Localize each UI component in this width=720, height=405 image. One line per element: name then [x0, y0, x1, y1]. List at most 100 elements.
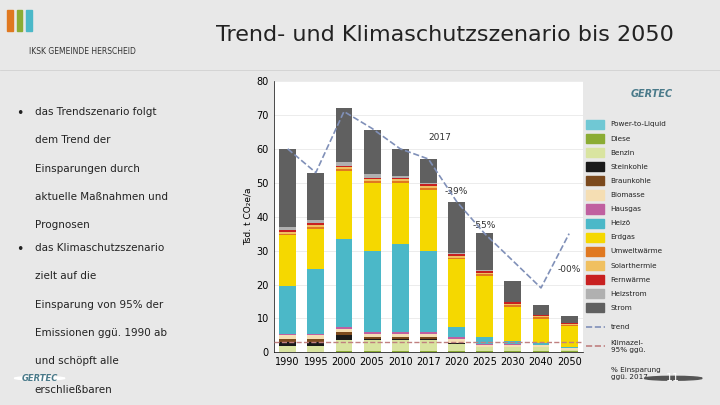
Bar	[420, 159, 437, 183]
Bar	[586, 120, 603, 129]
Text: % Einsparung
ggü. 2017: % Einsparung ggü. 2017	[611, 367, 660, 380]
Bar	[561, 316, 577, 323]
Bar	[307, 228, 324, 269]
Bar	[505, 345, 521, 347]
Bar	[364, 181, 381, 183]
Bar	[476, 232, 493, 270]
Bar	[476, 276, 493, 337]
Circle shape	[14, 377, 65, 380]
Bar	[279, 335, 296, 339]
Bar	[364, 334, 381, 337]
Bar	[7, 10, 13, 31]
Bar	[307, 339, 324, 342]
Bar	[448, 258, 465, 260]
Bar	[336, 332, 352, 335]
Bar	[476, 347, 493, 351]
Bar	[533, 318, 549, 319]
Bar	[392, 337, 409, 339]
Bar	[476, 345, 493, 347]
Bar	[561, 326, 577, 347]
Text: Power-to-Liquid: Power-to-Liquid	[611, 122, 667, 128]
Bar	[505, 341, 521, 344]
Bar	[279, 227, 296, 230]
Bar	[307, 334, 324, 335]
Text: Erdgas: Erdgas	[611, 234, 636, 240]
Bar	[336, 351, 352, 352]
Text: Strom: Strom	[611, 305, 632, 311]
Bar	[448, 351, 465, 352]
Bar	[336, 327, 352, 328]
Bar	[420, 251, 437, 332]
Bar	[533, 316, 549, 318]
Bar	[336, 169, 352, 171]
Bar	[392, 183, 409, 244]
Bar	[336, 335, 352, 341]
Bar	[420, 332, 437, 334]
Bar	[26, 10, 32, 31]
Text: erschließbaren: erschließbaren	[35, 385, 112, 395]
Bar	[448, 254, 465, 256]
Bar	[533, 343, 549, 345]
Text: Fernwärme: Fernwärme	[611, 277, 651, 283]
Bar	[307, 335, 324, 339]
Bar	[392, 334, 409, 337]
Bar	[533, 351, 549, 352]
Bar	[307, 225, 324, 227]
Bar	[336, 341, 352, 351]
Bar	[279, 234, 296, 235]
Bar	[586, 247, 603, 256]
Bar	[336, 328, 352, 332]
Bar	[561, 348, 577, 350]
Text: •: •	[16, 107, 23, 120]
Text: Diese: Diese	[611, 136, 631, 141]
Bar	[586, 275, 603, 284]
Bar	[476, 274, 493, 276]
Bar	[448, 256, 465, 258]
Bar	[392, 149, 409, 176]
Bar	[476, 270, 493, 271]
Bar	[586, 134, 603, 143]
Circle shape	[644, 376, 702, 380]
Bar	[505, 351, 521, 352]
Bar	[392, 179, 409, 181]
Bar	[586, 148, 603, 157]
Bar	[420, 186, 437, 188]
Bar	[392, 339, 409, 341]
Bar	[364, 183, 381, 251]
Bar	[533, 347, 549, 351]
Bar	[420, 190, 437, 251]
Text: Benzin: Benzin	[611, 149, 635, 156]
Bar	[586, 205, 603, 214]
Bar	[420, 188, 437, 190]
Bar	[279, 334, 296, 335]
Text: das Klimaschutzszenario: das Klimaschutzszenario	[35, 243, 164, 253]
Text: zielt auf die: zielt auf die	[35, 271, 96, 281]
Bar	[392, 181, 409, 183]
Text: 11: 11	[666, 373, 680, 383]
Bar	[364, 351, 381, 352]
Text: -39%: -39%	[445, 188, 468, 196]
Bar	[561, 350, 577, 351]
Bar	[505, 344, 521, 345]
Bar	[392, 332, 409, 334]
Text: Heizö: Heizö	[611, 220, 631, 226]
Bar	[561, 324, 577, 325]
Bar	[420, 184, 437, 186]
Text: Klimazel-
95% ggü.: Klimazel- 95% ggü.	[611, 340, 645, 353]
Bar	[533, 345, 549, 347]
Bar	[279, 345, 296, 352]
Text: 2017: 2017	[428, 133, 451, 142]
Bar	[364, 337, 381, 339]
Bar	[448, 339, 465, 343]
Text: trend: trend	[611, 324, 630, 330]
Bar	[586, 176, 603, 185]
Bar	[533, 305, 549, 315]
Bar	[364, 332, 381, 334]
Bar	[586, 190, 603, 200]
Bar	[392, 178, 409, 179]
Bar	[336, 166, 352, 168]
Text: Braunkohle: Braunkohle	[611, 178, 652, 184]
Bar	[505, 302, 521, 303]
Bar	[307, 342, 324, 345]
Bar	[561, 325, 577, 326]
